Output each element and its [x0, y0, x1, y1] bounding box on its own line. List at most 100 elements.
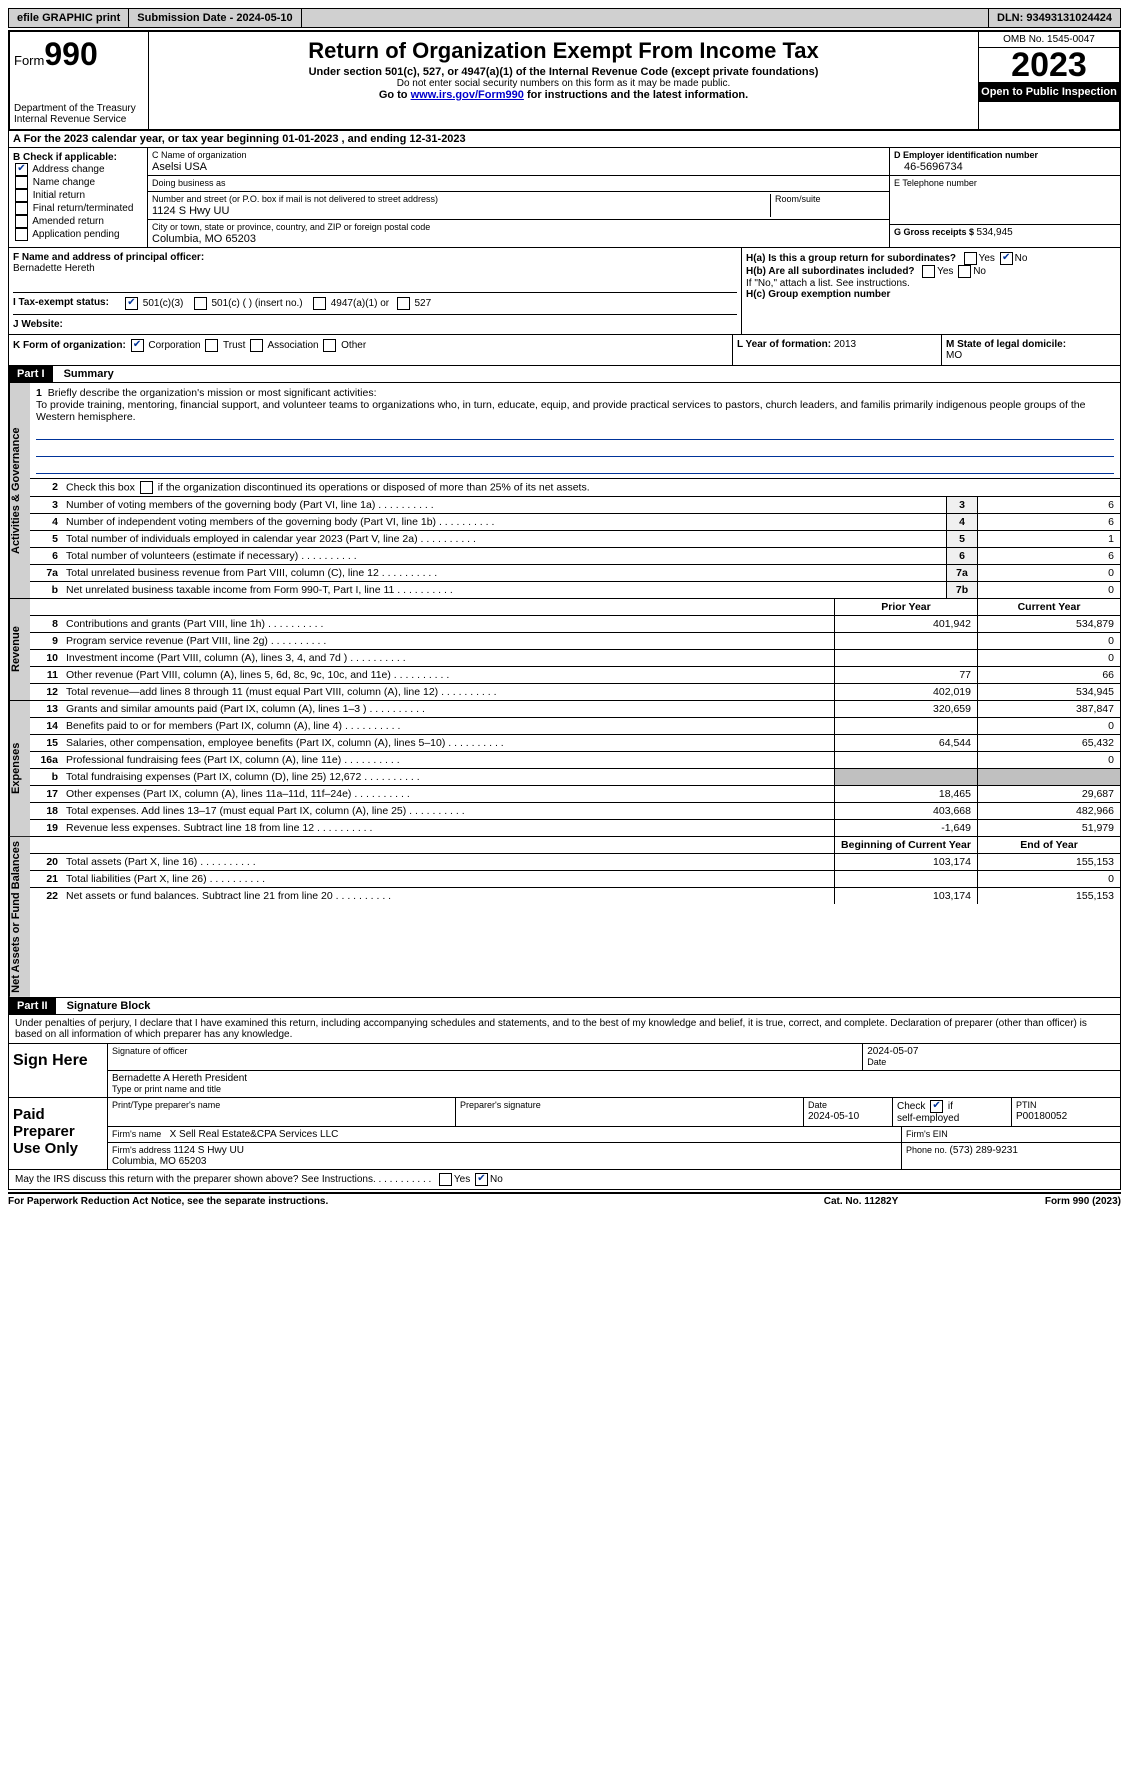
firm-name: X Sell Real Estate&CPA Services LLC	[170, 1129, 339, 1140]
footer-form: Form 990 (2023)	[961, 1196, 1121, 1207]
form-number: Form990	[14, 36, 144, 73]
checkbox-icon	[930, 1100, 943, 1113]
row-klm: K Form of organization: Corporation Trus…	[8, 335, 1121, 366]
paid-preparer-label: Paid Preparer Use Only	[9, 1098, 108, 1169]
checkbox-icon	[131, 339, 144, 352]
table-row: 12 Total revenue—add lines 8 through 11 …	[30, 684, 1120, 700]
table-row: 18 Total expenses. Add lines 13–17 (must…	[30, 803, 1120, 820]
box-b: B Check if applicable: Address change Na…	[9, 148, 148, 247]
ein-value: 46-5696734	[894, 161, 1116, 173]
checkbox-icon	[15, 215, 28, 228]
calendar-year-line: A For the 2023 calendar year, or tax yea…	[8, 131, 1121, 148]
section-revenue: Revenue Prior Year Current Year 8 Contri…	[8, 599, 1121, 701]
checkbox-icon	[15, 163, 28, 176]
gross-receipts-row: G Gross receipts $ 534,945	[890, 225, 1120, 240]
table-row: 14 Benefits paid to or for members (Part…	[30, 718, 1120, 735]
tax-exempt-label: I Tax-exempt status:	[13, 297, 123, 310]
table-row: 4 Number of independent voting members o…	[30, 514, 1120, 531]
box-k: K Form of organization: Corporation Trus…	[9, 335, 733, 365]
form-header: Form990 Department of the Treasury Inter…	[8, 30, 1121, 131]
room-suite-label: Room/suite	[775, 194, 821, 204]
part2-title: Signature Block	[59, 1000, 151, 1012]
table-row: 20 Total assets (Part X, line 16) 103,17…	[30, 854, 1120, 871]
section-governance: Activities & Governance 1 Briefly descri…	[8, 383, 1121, 599]
vtab-revenue: Revenue	[9, 599, 30, 700]
check-address-change: Address change	[13, 163, 143, 176]
table-row: b Total fundraising expenses (Part IX, c…	[30, 769, 1120, 786]
checkbox-icon	[140, 481, 153, 494]
mission-text: To provide training, mentoring, financia…	[36, 399, 1085, 423]
check-name-change: Name change	[13, 176, 143, 189]
goto-line: Go to www.irs.gov/Form990 for instructio…	[153, 89, 974, 101]
block-bcd: B Check if applicable: Address change Na…	[8, 148, 1121, 248]
tax-year: 2023	[979, 48, 1119, 82]
table-row: 6 Total number of volunteers (estimate i…	[30, 548, 1120, 565]
checkbox-icon	[205, 339, 218, 352]
vtab-expenses: Expenses	[9, 701, 30, 836]
irs-link[interactable]: www.irs.gov/Form990	[411, 89, 524, 101]
table-row: 22 Net assets or fund balances. Subtract…	[30, 888, 1120, 904]
form-title: Return of Organization Exempt From Incom…	[153, 38, 974, 64]
checkbox-icon	[250, 339, 263, 352]
header-mid: Return of Organization Exempt From Incom…	[149, 32, 978, 129]
dept-treasury: Department of the Treasury Internal Reve…	[14, 103, 144, 125]
firm-phone: (573) 289-9231	[950, 1145, 1018, 1156]
part1-header: Part I	[9, 366, 53, 382]
checkbox-icon	[958, 265, 971, 278]
table-row: 10 Investment income (Part VIII, column …	[30, 650, 1120, 667]
discuss-row: May the IRS discuss this return with the…	[8, 1170, 1121, 1190]
checkbox-icon	[439, 1173, 452, 1186]
city-row: City or town, state or province, country…	[148, 220, 889, 247]
principal-officer: Bernadette Hereth	[13, 263, 737, 274]
box-l: L Year of formation: 2013	[733, 335, 942, 365]
org-name-row: C Name of organization Aselsi USA	[148, 148, 889, 176]
box-c: C Name of organization Aselsi USA Doing …	[148, 148, 890, 247]
table-row: 5 Total number of individuals employed i…	[30, 531, 1120, 548]
vtab-netassets: Net Assets or Fund Balances	[9, 837, 30, 997]
line-2: 2 Check this box if the organization dis…	[30, 479, 1120, 497]
check-amended: Amended return	[13, 215, 143, 228]
checkbox-icon	[922, 265, 935, 278]
table-row: 11 Other revenue (Part VIII, column (A),…	[30, 667, 1120, 684]
preparer-date: 2024-05-10	[808, 1111, 859, 1122]
ha-row: H(a) Is this a group return for subordin…	[746, 252, 1116, 265]
table-row: 7a Total unrelated business revenue from…	[30, 565, 1120, 582]
checkbox-icon	[15, 202, 28, 215]
box-de: D Employer identification number 46-5696…	[890, 148, 1120, 247]
cat-number: Cat. No. 11282Y	[761, 1196, 961, 1207]
dba-row: Doing business as	[148, 176, 889, 192]
ssn-notice: Do not enter social security numbers on …	[153, 78, 974, 89]
rev-head: Prior Year Current Year	[30, 599, 1120, 616]
top-bar: efile GRAPHIC print Submission Date - 20…	[8, 8, 1121, 28]
city-state-zip: Columbia, MO 65203	[152, 233, 885, 245]
form-subtitle: Under section 501(c), 527, or 4947(a)(1)…	[153, 66, 974, 78]
check-initial-return: Initial return	[13, 189, 143, 202]
phone-row: E Telephone number	[890, 176, 1120, 225]
section-netassets: Net Assets or Fund Balances Beginning of…	[8, 837, 1121, 998]
box-b-label: B Check if applicable:	[13, 152, 143, 163]
checkbox-icon	[323, 339, 336, 352]
checkbox-icon	[15, 176, 28, 189]
checkbox-icon	[15, 228, 28, 241]
efile-label: efile GRAPHIC print	[9, 9, 129, 27]
part1-bar: Part I Summary	[8, 366, 1121, 383]
table-row: 9 Program service revenue (Part VIII, li…	[30, 633, 1120, 650]
checkbox-icon	[964, 252, 977, 265]
box-f: F Name and address of principal officer:…	[9, 248, 741, 334]
ptin-value: P00180052	[1016, 1111, 1067, 1122]
checkbox-icon	[313, 297, 326, 310]
box-m: M State of legal domicile:MO	[942, 335, 1120, 365]
table-row: 21 Total liabilities (Part X, line 26) 0	[30, 871, 1120, 888]
hc-row: H(c) Group exemption number	[746, 289, 1116, 300]
ein-row: D Employer identification number 46-5696…	[890, 148, 1120, 176]
sign-here-label: Sign Here	[9, 1044, 108, 1097]
vtab-governance: Activities & Governance	[9, 383, 30, 598]
check-final-return: Final return/terminated	[13, 202, 143, 215]
header-left: Form990 Department of the Treasury Inter…	[10, 32, 149, 129]
header-right: OMB No. 1545-0047 2023 Open to Public In…	[978, 32, 1119, 129]
officer-name: Bernadette A Hereth President	[112, 1073, 247, 1084]
net-head: Beginning of Current Year End of Year	[30, 837, 1120, 854]
org-name: Aselsi USA	[152, 161, 885, 173]
checkbox-icon	[15, 189, 28, 202]
table-row: 3 Number of voting members of the govern…	[30, 497, 1120, 514]
